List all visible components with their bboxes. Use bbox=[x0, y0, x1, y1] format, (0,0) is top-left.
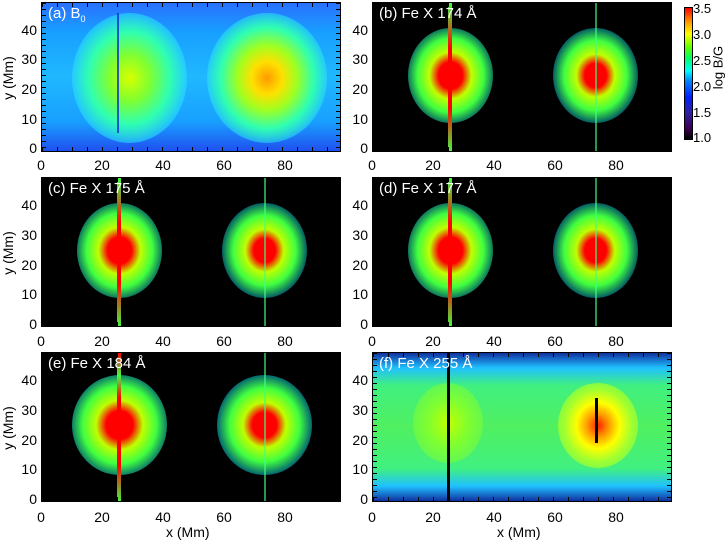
y-axis-label: y (Mm) bbox=[0, 56, 16, 100]
panel-f: (f) Fe X 255 Å bbox=[372, 352, 672, 502]
colorbar-label: log B/G bbox=[710, 45, 725, 90]
panel-label: (c) Fe X 175 Å bbox=[48, 180, 145, 197]
y-axis-label: y (Mm) bbox=[0, 231, 16, 275]
panel-label: (f) Fe X 255 Å bbox=[379, 355, 473, 372]
panel-label: (b) Fe X 174 Å bbox=[379, 5, 477, 22]
colorbar bbox=[684, 7, 693, 140]
x-axis-label: x (Mm) bbox=[166, 524, 210, 540]
panel-e: (e) Fe X 184 Å bbox=[41, 352, 341, 502]
panel-c: (c) Fe X 175 Å bbox=[41, 177, 341, 327]
panel-b: (b) Fe X 174 Å bbox=[372, 2, 672, 152]
panel-label: (e) Fe X 184 Å bbox=[48, 355, 146, 372]
x-axis-label: x (Mm) bbox=[497, 524, 541, 540]
panel-a: (a) B0 bbox=[41, 2, 341, 152]
panel-d: (d) Fe X 177 Å bbox=[372, 177, 672, 327]
panel-label: (d) Fe X 177 Å bbox=[379, 180, 477, 197]
panel-label: (a) B0 bbox=[48, 5, 86, 24]
y-axis-label: y (Mm) bbox=[0, 406, 16, 450]
